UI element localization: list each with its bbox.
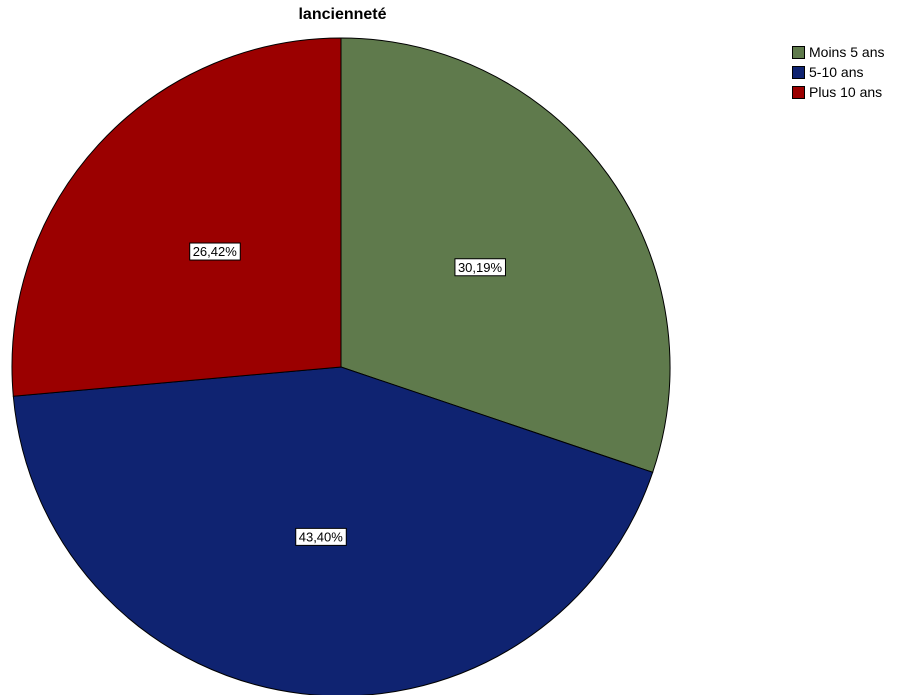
legend-item-moins-5-ans: Moins 5 ans (792, 42, 884, 62)
legend-swatch-plus-10-ans (792, 85, 805, 99)
legend-label-plus-10-ans: Plus 10 ans (809, 84, 883, 100)
pie-label-moins-5-ans: 30,19% (454, 258, 506, 277)
pie-labels: 30,19% 43,40% 26,42% (189, 242, 506, 546)
pie-label-box-moins-5-ans (454, 258, 506, 277)
pie-label-text-moins-5-ans: 30,19% (458, 260, 503, 275)
pie-label-text-5-10-ans: 43,40% (299, 529, 344, 544)
legend-swatch-5-10-ans (792, 65, 805, 79)
legend-swatch-moins-5-ans (792, 45, 805, 59)
legend-label-5-10-ans: 5-10 ans (809, 64, 864, 80)
pie-slices (11, 37, 671, 695)
pie-label-5-10-ans: 43,40% (295, 527, 347, 546)
chart-title: lancienneté (298, 6, 387, 23)
legend-label-moins-5-ans: Moins 5 ans (809, 44, 885, 60)
pie-slice-plus-10-ans (11, 37, 342, 397)
legend-item-5-10-ans: 5-10 ans (792, 62, 884, 82)
pie-label-box-5-10-ans (295, 527, 347, 546)
pie-slice-moins-5-ans (340, 37, 671, 473)
legend: Moins 5 ans 5-10 ans Plus 10 ans (792, 42, 884, 102)
legend-item-plus-10-ans: Plus 10 ans (792, 82, 884, 102)
pie-label-plus-10-ans: 26,42% (189, 242, 241, 261)
pie-label-text-plus-10-ans: 26,42% (193, 244, 238, 259)
pie-label-box-plus-10-ans (189, 242, 241, 261)
